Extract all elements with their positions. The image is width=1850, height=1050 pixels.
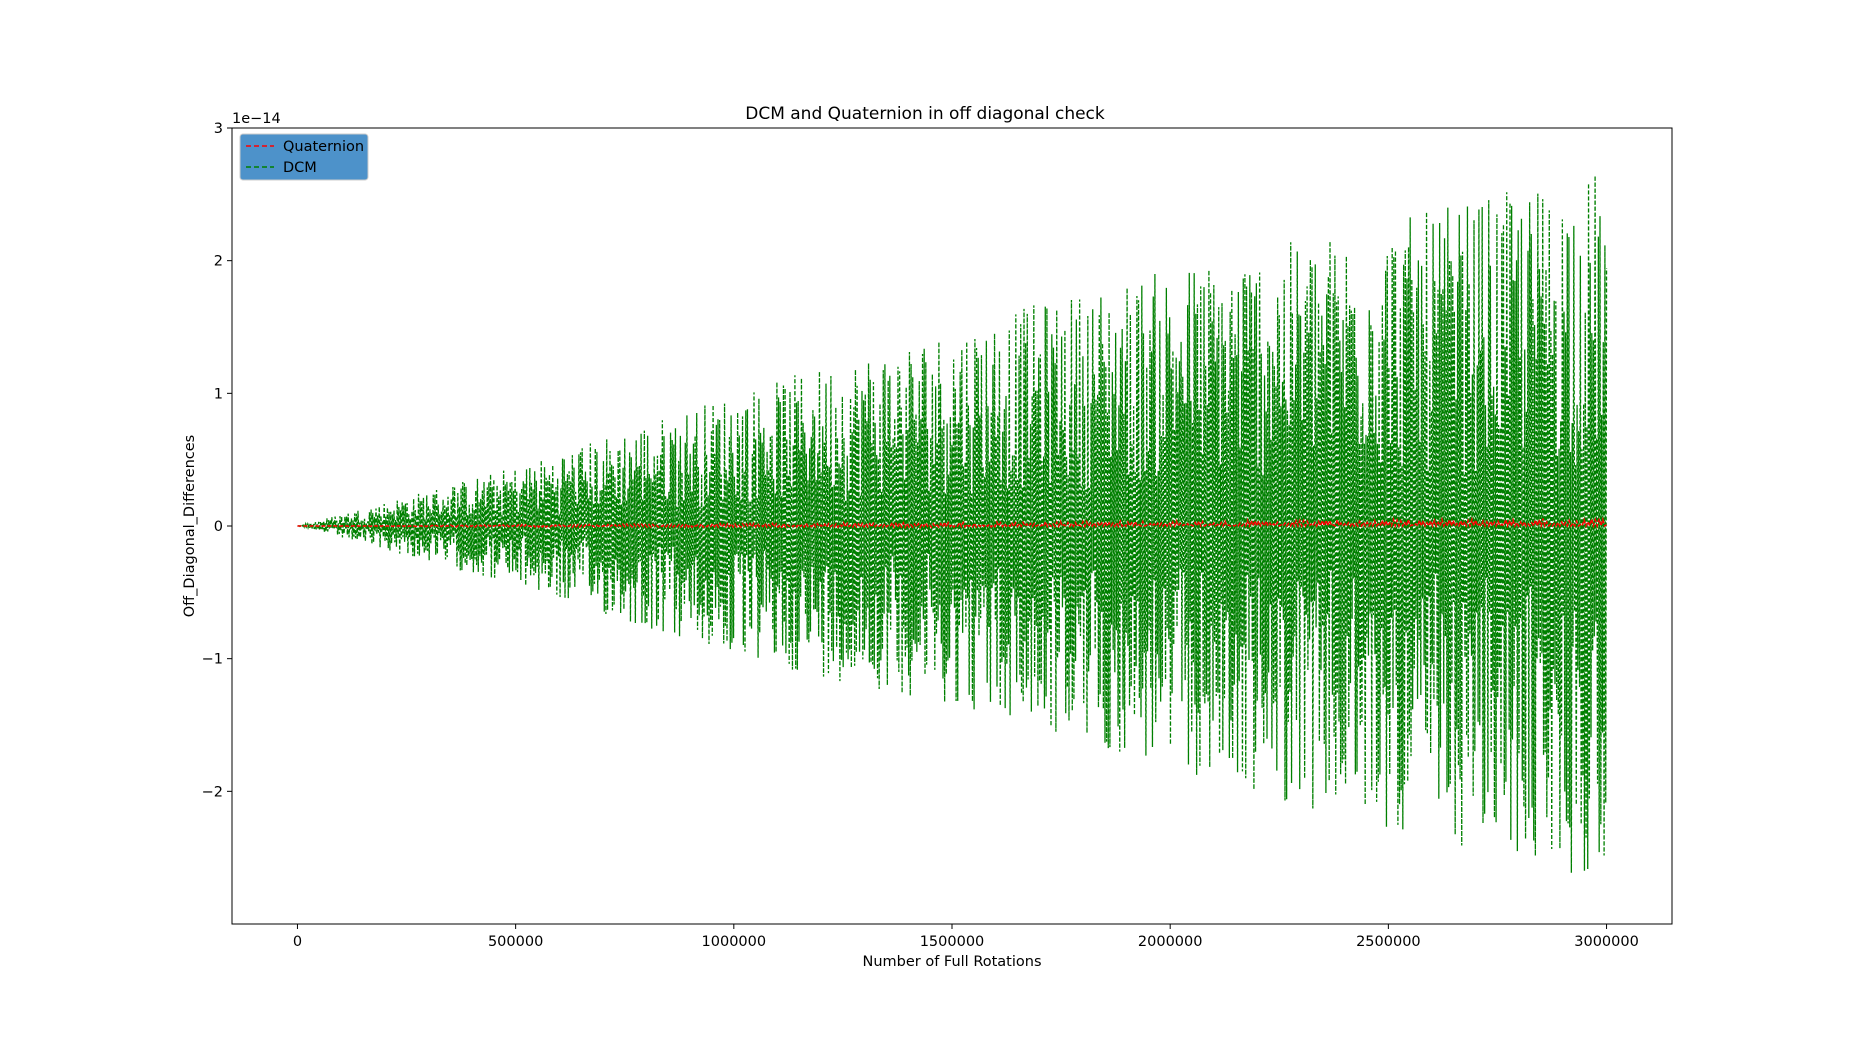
series-line-dcm <box>297 175 1608 873</box>
legend: Quaternion DCM <box>239 133 369 181</box>
y-tick-label: −2 <box>202 784 223 800</box>
y-axis-offset-text: 1e−14 <box>232 111 281 127</box>
y-axis-label: Off_Diagonal_Differences <box>182 435 198 617</box>
y-axis-ticks: −2 −1 0 1 2 3 <box>202 121 232 800</box>
series-layer <box>297 175 1608 873</box>
chart-title: DCM and Quaternion in off diagonal check <box>745 104 1105 124</box>
x-tick-label: 0 <box>293 934 302 950</box>
series-line-quaternion <box>297 516 1607 530</box>
y-tick-label: −1 <box>202 652 223 668</box>
y-tick-label: 3 <box>214 121 223 137</box>
x-axis-label: Number of Full Rotations <box>862 954 1041 970</box>
legend-quaternion-label: Quaternion <box>283 139 364 155</box>
y-tick-label: 0 <box>214 519 223 535</box>
y-tick-label: 2 <box>214 254 223 270</box>
x-tick-label: 3000000 <box>1574 934 1639 950</box>
x-tick-label: 500000 <box>488 934 543 950</box>
x-tick-label: 2000000 <box>1138 934 1203 950</box>
x-tick-label: 2500000 <box>1356 934 1421 950</box>
x-axis-ticks: 0 500000 1000000 1500000 2000000 2500000 30000… <box>293 924 1639 950</box>
x-tick-label: 1500000 <box>920 934 985 950</box>
y-tick-label: 1 <box>214 386 223 402</box>
x-tick-label: 1000000 <box>702 934 767 950</box>
legend-dcm-label: DCM <box>283 160 317 176</box>
